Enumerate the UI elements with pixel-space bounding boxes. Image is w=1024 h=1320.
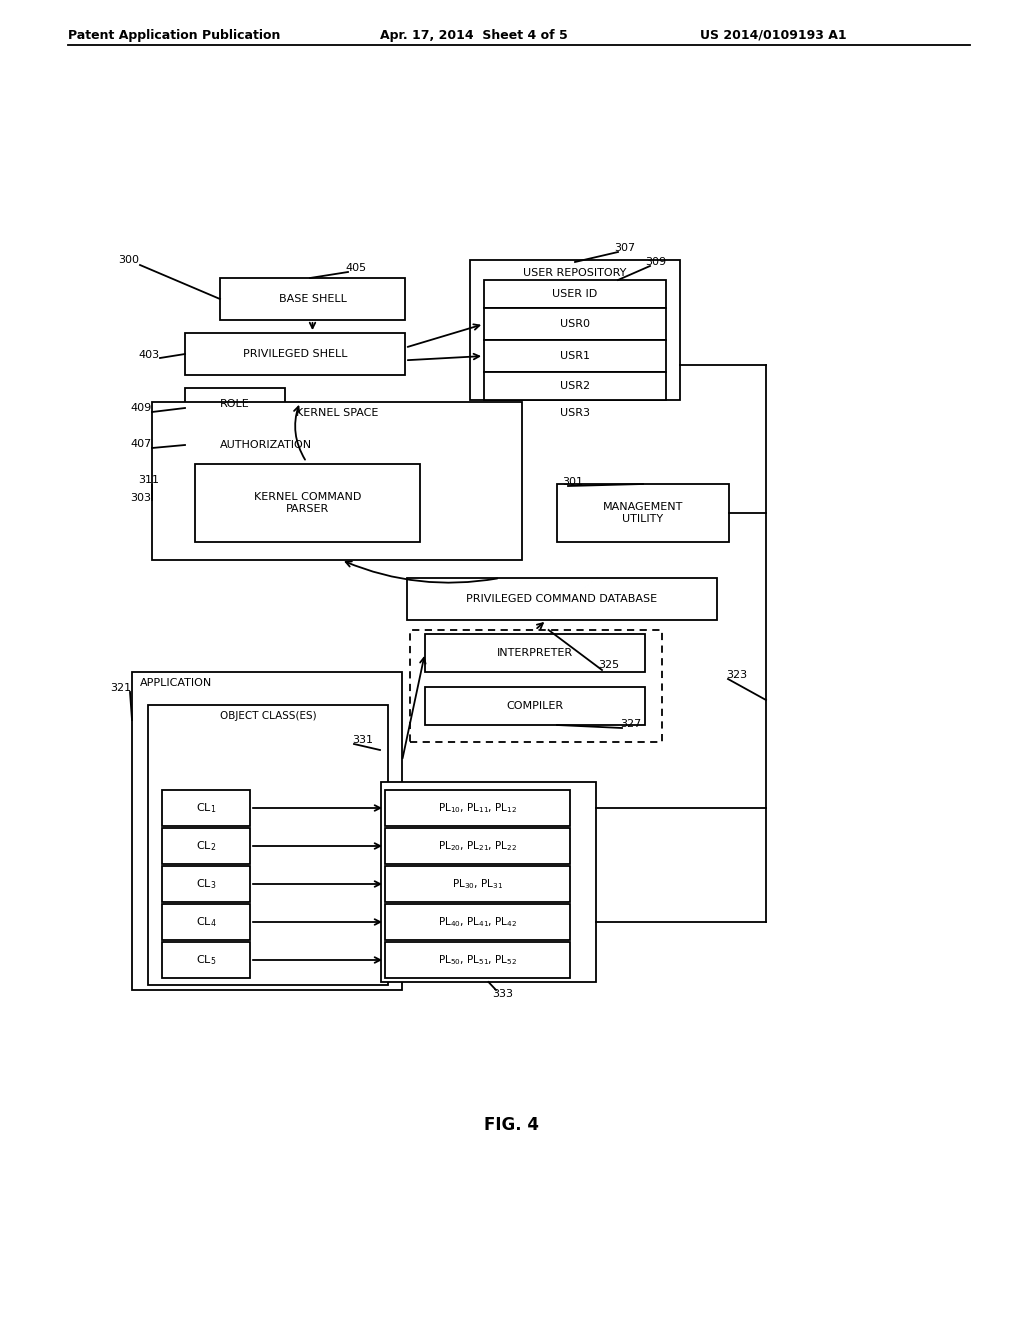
- Text: CL$_3$: CL$_3$: [196, 876, 216, 891]
- Text: 321: 321: [110, 682, 131, 693]
- Text: 309: 309: [645, 257, 667, 267]
- Bar: [484, 372, 666, 400]
- Bar: [385, 866, 570, 902]
- Text: 325: 325: [598, 660, 620, 671]
- Text: CL$_2$: CL$_2$: [196, 840, 216, 853]
- Bar: [484, 280, 666, 308]
- Text: 405: 405: [345, 263, 367, 273]
- Text: KERNEL SPACE: KERNEL SPACE: [296, 408, 378, 418]
- Bar: [195, 465, 420, 543]
- Bar: [220, 279, 406, 319]
- Bar: [470, 260, 680, 400]
- Bar: [162, 942, 250, 978]
- Bar: [162, 904, 250, 940]
- Bar: [162, 828, 250, 865]
- Text: USR0: USR0: [560, 319, 590, 329]
- Text: 409: 409: [130, 403, 152, 413]
- Bar: [410, 630, 662, 742]
- Bar: [385, 789, 570, 826]
- Text: KERNEL COMMAND
PARSER: KERNEL COMMAND PARSER: [254, 492, 361, 513]
- Bar: [557, 484, 729, 543]
- Text: CL$_1$: CL$_1$: [196, 801, 216, 814]
- Bar: [385, 828, 570, 865]
- Text: USR3: USR3: [560, 408, 590, 418]
- Text: 303: 303: [130, 492, 151, 503]
- Text: USR1: USR1: [560, 351, 590, 360]
- Text: PL$_{40}$, PL$_{41}$, PL$_{42}$: PL$_{40}$, PL$_{41}$, PL$_{42}$: [438, 915, 517, 929]
- Text: COMPILER: COMPILER: [507, 701, 563, 711]
- Text: ROLE: ROLE: [220, 399, 250, 409]
- Bar: [185, 333, 406, 375]
- Text: PRIVILEGED SHELL: PRIVILEGED SHELL: [243, 348, 347, 359]
- Bar: [162, 866, 250, 902]
- Bar: [148, 705, 388, 985]
- Text: 333: 333: [492, 989, 513, 999]
- Bar: [425, 634, 645, 672]
- Text: 323: 323: [726, 671, 748, 680]
- Text: OBJECT CLASS(ES): OBJECT CLASS(ES): [220, 711, 316, 721]
- Text: 300: 300: [118, 255, 139, 265]
- Text: 331: 331: [352, 735, 373, 744]
- Text: USER ID: USER ID: [552, 289, 598, 300]
- Text: Apr. 17, 2014  Sheet 4 of 5: Apr. 17, 2014 Sheet 4 of 5: [380, 29, 567, 41]
- Text: 307: 307: [614, 243, 635, 253]
- Text: PL$_{50}$, PL$_{51}$, PL$_{52}$: PL$_{50}$, PL$_{51}$, PL$_{52}$: [438, 953, 517, 966]
- Text: USER REPOSITORY: USER REPOSITORY: [523, 268, 627, 279]
- Bar: [385, 904, 570, 940]
- Text: BASE SHELL: BASE SHELL: [279, 294, 346, 304]
- Text: INTERPRETER: INTERPRETER: [497, 648, 573, 657]
- Text: MANAGEMENT
UTILITY: MANAGEMENT UTILITY: [603, 502, 683, 524]
- Text: 407: 407: [130, 440, 152, 449]
- Bar: [484, 308, 666, 341]
- Bar: [484, 341, 666, 372]
- Text: CL$_4$: CL$_4$: [196, 915, 216, 929]
- Text: AUTHORIZATION: AUTHORIZATION: [220, 440, 312, 450]
- Text: US 2014/0109193 A1: US 2014/0109193 A1: [700, 29, 847, 41]
- Bar: [425, 686, 645, 725]
- Bar: [385, 942, 570, 978]
- Text: PRIVILEGED COMMAND DATABASE: PRIVILEGED COMMAND DATABASE: [467, 594, 657, 605]
- Bar: [185, 388, 285, 420]
- Text: FIG. 4: FIG. 4: [484, 1115, 540, 1134]
- Text: PL$_{30}$, PL$_{31}$: PL$_{30}$, PL$_{31}$: [452, 876, 503, 891]
- Bar: [381, 781, 596, 982]
- Text: 327: 327: [620, 719, 641, 729]
- Text: Patent Application Publication: Patent Application Publication: [68, 29, 281, 41]
- Text: 403: 403: [138, 350, 159, 360]
- Text: 301: 301: [562, 477, 583, 487]
- Text: PL$_{20}$, PL$_{21}$, PL$_{22}$: PL$_{20}$, PL$_{21}$, PL$_{22}$: [438, 840, 517, 853]
- Bar: [162, 789, 250, 826]
- Text: PL$_{10}$, PL$_{11}$, PL$_{12}$: PL$_{10}$, PL$_{11}$, PL$_{12}$: [438, 801, 517, 814]
- Text: 311: 311: [138, 475, 159, 484]
- Text: USR2: USR2: [560, 381, 590, 391]
- Text: APPLICATION: APPLICATION: [140, 678, 212, 688]
- Bar: [407, 578, 717, 620]
- Bar: [185, 428, 347, 462]
- Bar: [132, 672, 402, 990]
- Bar: [152, 403, 522, 560]
- Text: CL$_5$: CL$_5$: [196, 953, 216, 966]
